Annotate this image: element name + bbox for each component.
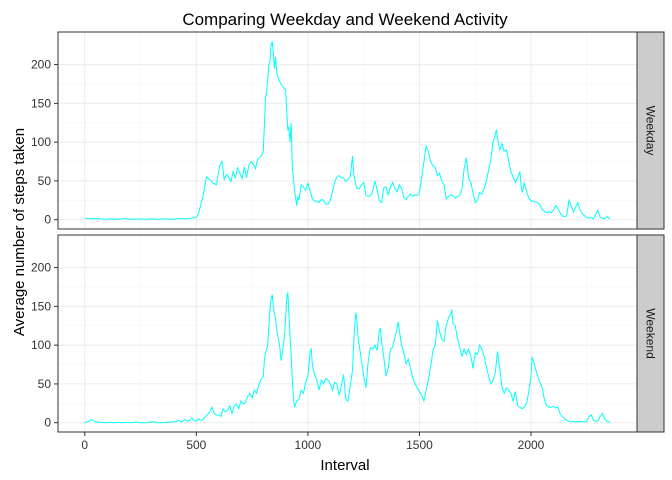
x-tick-label: 1000 bbox=[295, 438, 322, 452]
weekday-y-tick-label: 50 bbox=[38, 174, 52, 188]
weekend-y-tick-label: 150 bbox=[31, 299, 51, 313]
weekend-y-tick-label: 0 bbox=[44, 416, 51, 430]
weekday-strip-label: Weekday bbox=[644, 106, 658, 156]
weekend-y-tick-label: 200 bbox=[31, 261, 51, 275]
x-axis: 0 500 1000 1500 2000 bbox=[81, 432, 545, 452]
weekday-y-axis: 0 50 100 150 200 bbox=[31, 58, 58, 227]
weekend-y-tick-label: 50 bbox=[38, 377, 52, 391]
weekday-y-tick-label: 0 bbox=[44, 213, 51, 227]
chart-title: Comparing Weekday and Weekend Activity bbox=[182, 10, 508, 29]
facet-weekend: Weekend 0 50 100 150 200 bbox=[31, 234, 665, 433]
weekend-gridlines bbox=[58, 235, 637, 432]
weekday-strip bbox=[636, 31, 665, 230]
weekday-series-line bbox=[84, 41, 611, 220]
weekday-y-tick-label: 200 bbox=[31, 58, 51, 72]
x-tick-label: 0 bbox=[81, 438, 88, 452]
facet-weekday: Weekday 0 50 100 150 200 bbox=[31, 31, 665, 230]
weekday-gridlines bbox=[58, 32, 637, 229]
weekday-y-tick-label: 100 bbox=[31, 135, 51, 149]
weekday-y-tick-label: 150 bbox=[31, 96, 51, 110]
weekend-series-line bbox=[84, 292, 611, 424]
x-axis-title: Interval bbox=[320, 457, 369, 474]
weekend-y-axis: 0 50 100 150 200 bbox=[31, 261, 58, 430]
x-tick-label: 1500 bbox=[406, 438, 433, 452]
y-axis-title: Average number of steps taken bbox=[11, 128, 28, 336]
x-tick-label: 2000 bbox=[518, 438, 545, 452]
x-tick-label: 500 bbox=[186, 438, 206, 452]
weekend-y-tick-label: 100 bbox=[31, 338, 51, 352]
weekend-strip-label: Weekend bbox=[644, 308, 658, 358]
weekend-strip bbox=[636, 234, 665, 433]
